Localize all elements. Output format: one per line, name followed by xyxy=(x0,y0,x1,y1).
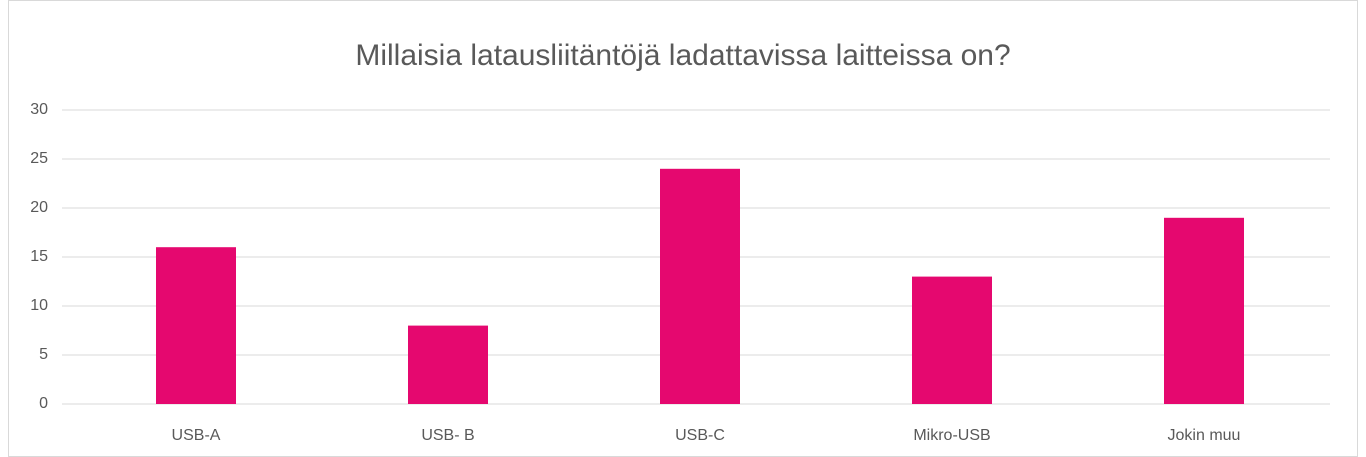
x-tick-label: Mikro-USB xyxy=(913,427,990,444)
bar xyxy=(408,325,488,404)
y-tick-label: 5 xyxy=(39,346,48,363)
y-tick-label: 10 xyxy=(30,297,48,314)
y-tick-label: 0 xyxy=(39,395,48,412)
chart-title: Millaisia latausliitäntöjä ladattavissa … xyxy=(355,39,1010,72)
y-tick-label: 20 xyxy=(30,199,48,216)
bar xyxy=(156,247,236,404)
y-tick-label: 25 xyxy=(30,150,48,167)
y-tick-label: 15 xyxy=(30,248,48,265)
x-tick-label: Jokin muu xyxy=(1168,427,1241,444)
x-tick-label: USB-A xyxy=(172,427,221,444)
bar xyxy=(660,168,740,404)
x-tick-label: USB-C xyxy=(675,427,725,444)
bar xyxy=(912,276,992,404)
x-tick-label: USB- B xyxy=(421,427,474,444)
y-tick-label: 30 xyxy=(30,101,48,118)
bar xyxy=(1164,217,1244,404)
